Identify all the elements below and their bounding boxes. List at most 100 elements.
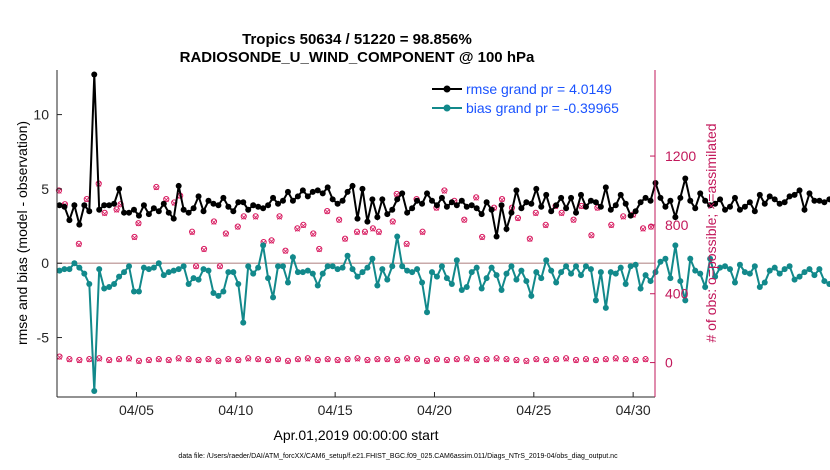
rmse-point <box>687 197 694 204</box>
obs-low-assimilated-point: × <box>225 356 233 366</box>
bias-point <box>106 284 113 291</box>
obs-low-possible-point <box>304 355 311 362</box>
rmse-point <box>180 206 187 213</box>
bias-point <box>582 263 589 270</box>
rmse-point <box>468 202 475 209</box>
bias-point <box>160 272 167 279</box>
rmse-point <box>746 199 753 206</box>
bias-point <box>607 269 614 276</box>
obs-low-possible-point <box>463 355 470 362</box>
obs-assimilated-point: × <box>240 213 248 223</box>
obs-possible-point <box>403 240 410 247</box>
obs-low-possible-point <box>225 356 232 363</box>
obs-low-assimilated-point: × <box>393 356 401 366</box>
bias-point <box>359 269 366 276</box>
obs-assimilated-point: × <box>608 221 616 231</box>
rmse-point <box>428 197 435 204</box>
y-left-tick-label: 10 <box>33 107 49 123</box>
obs-low-assimilated-point: × <box>493 355 501 365</box>
obs-low-assimilated-point: × <box>235 356 243 366</box>
bias-point <box>602 304 609 311</box>
bias-point <box>389 263 396 270</box>
obs-low-possible-point <box>404 355 411 362</box>
bias-point <box>493 272 500 279</box>
obs-assimilated-point: × <box>498 196 506 206</box>
rmse-point <box>324 184 331 191</box>
rmse-point <box>275 200 282 207</box>
obs-low-assimilated-point: × <box>344 356 352 366</box>
bias-point <box>284 279 291 286</box>
obs-possible-point <box>163 195 170 203</box>
bias-point <box>513 276 520 283</box>
rmse-point <box>235 199 242 206</box>
bias-point <box>428 269 435 276</box>
obs-assimilated-point: × <box>472 194 480 204</box>
bias-point <box>379 266 386 273</box>
bias-point <box>568 270 575 277</box>
obs-low-assimilated-point: × <box>105 356 113 366</box>
bias-point <box>245 263 252 270</box>
bias-point <box>781 266 788 273</box>
obs-low-possible-point <box>503 356 510 363</box>
rmse-point <box>289 197 296 204</box>
bias-point <box>61 266 68 273</box>
bias-point <box>324 263 331 270</box>
obs-low-assimilated-point: × <box>205 356 213 366</box>
obs-assimilated-point: × <box>526 235 534 245</box>
bias-point <box>523 278 530 285</box>
obs-assimilated-point: × <box>282 247 290 257</box>
bias-point <box>826 281 830 288</box>
bias-point <box>682 297 689 304</box>
rmse-point <box>766 193 773 200</box>
obs-low-possible-point <box>205 356 212 363</box>
obs-assimilated-point: × <box>433 204 441 214</box>
rmse-point <box>821 199 828 206</box>
rmse-point <box>433 202 440 209</box>
bias-point <box>235 281 242 288</box>
obs-low-possible-point <box>175 355 182 362</box>
bias-point <box>627 263 634 270</box>
bias-point <box>135 288 142 295</box>
rmse-point <box>160 200 167 207</box>
bias-point <box>503 270 510 277</box>
obs-possible-point <box>310 230 317 237</box>
rmse-point <box>672 214 679 221</box>
bias-point <box>294 269 301 276</box>
data-file-footnote: data file: /Users/raeder/DAI/ATM_forcXX/… <box>178 453 618 460</box>
bias-point <box>195 276 202 283</box>
obs-possible-point <box>473 194 480 201</box>
obs-low-assimilated-point: × <box>165 356 173 366</box>
obs-low-possible-point <box>364 356 371 364</box>
obs-possible-point <box>588 232 595 239</box>
obs-assimilated-point: × <box>393 190 401 200</box>
obs-low-possible-point <box>334 356 341 364</box>
rmse-point <box>399 190 406 197</box>
obs-low-assimilated-point: × <box>592 356 600 366</box>
obs-possible-point <box>498 195 506 203</box>
rmse-point <box>344 188 351 195</box>
y-right-tick-label: 400 <box>665 286 689 302</box>
bias-point <box>339 264 346 271</box>
bias-point <box>796 273 803 280</box>
bias-point <box>692 267 699 274</box>
bias-point <box>255 264 262 271</box>
obs-possible-point <box>369 225 376 232</box>
rmse-point <box>349 182 356 189</box>
bias-point <box>731 279 738 286</box>
bias-point <box>448 281 455 288</box>
bias-point <box>394 233 401 240</box>
bias-point <box>468 269 475 276</box>
bias-point <box>563 263 570 270</box>
rmse-point <box>543 191 550 198</box>
obs-low-assimilated-point: × <box>125 355 133 365</box>
obs-low-assimilated-point: × <box>612 355 620 365</box>
rmse-point <box>612 202 619 209</box>
rmse-point <box>677 194 684 201</box>
obs-assimilated-point: × <box>570 216 578 226</box>
rmse-point <box>329 196 336 203</box>
bias-point <box>140 264 147 271</box>
rmse-point <box>811 197 818 204</box>
bias-point <box>538 275 545 282</box>
obs-possible-point <box>647 223 655 230</box>
